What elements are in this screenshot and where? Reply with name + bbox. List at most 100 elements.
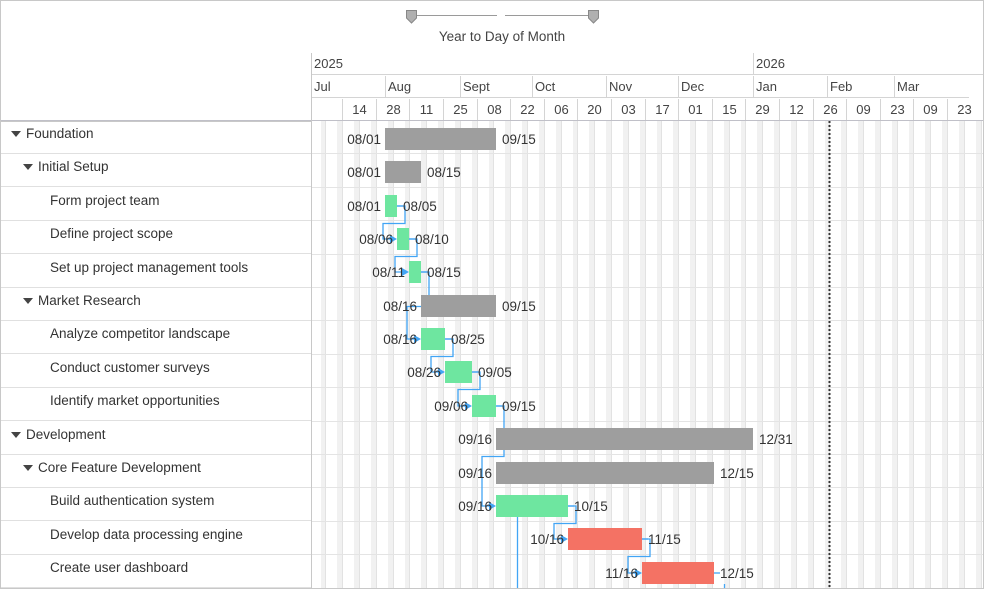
week-cell: 08: [477, 99, 511, 121]
task-name: Development: [26, 426, 106, 442]
list-divider[interactable]: [311, 53, 312, 588]
dependency-link[interactable]: [457, 371, 481, 407]
task-row[interactable]: Form project team: [1, 188, 311, 221]
task-row[interactable]: Identify market opportunities: [1, 388, 311, 422]
task-bar[interactable]: [409, 261, 421, 283]
header-divider: [1, 120, 983, 121]
task-name: Analyze competitor landscape: [50, 326, 231, 342]
week-cell: 23: [947, 99, 981, 121]
task-name: Create user dashboard: [50, 560, 189, 576]
bar-end-label: 08/15: [427, 265, 461, 280]
task-row[interactable]: Analyze competitor landscape: [1, 321, 311, 355]
bar-end-label: 09/15: [502, 299, 536, 314]
task-row[interactable]: Development: [1, 422, 311, 455]
task-row[interactable]: Foundation: [1, 121, 311, 154]
summary-bar[interactable]: [496, 428, 753, 450]
bar-start-label: 08/16: [383, 299, 417, 314]
dependency-link[interactable]: [394, 238, 418, 273]
week-cell: 11: [409, 99, 443, 121]
week-cell: 14: [342, 99, 376, 121]
bar-start-label: 08/01: [347, 132, 381, 147]
dependency-arrow-icon: [635, 569, 642, 577]
zoom-handle-end[interactable]: [588, 10, 599, 24]
dependency-link[interactable]: [430, 338, 454, 373]
task-bar[interactable]: [472, 395, 496, 417]
summary-bar[interactable]: [385, 161, 421, 183]
critical-task-bar[interactable]: [642, 562, 714, 584]
week-cell: 23: [880, 99, 914, 121]
zoom-label: Year to Day of Month: [438, 29, 566, 44]
bar-end-label: 09/15: [502, 399, 536, 414]
year-cell: 2026: [753, 53, 983, 75]
dependency-arrow-icon: [489, 502, 496, 510]
task-row[interactable]: Conduct customer surveys: [1, 355, 311, 388]
task-row[interactable]: Market Research: [1, 288, 311, 321]
task-row[interactable]: Develop data processing engine: [1, 522, 311, 555]
task-name: Foundation: [26, 126, 94, 141]
bar-start-label: 11/16: [605, 566, 638, 581]
month-cell: Oct: [532, 76, 606, 98]
task-name: Market Research: [38, 293, 141, 308]
dependency-link[interactable]: [481, 405, 505, 507]
collapse-caret-icon[interactable]: [23, 298, 33, 304]
week-cell: 03: [611, 99, 645, 121]
summary-bar[interactable]: [496, 462, 714, 484]
task-row[interactable]: Create user dashboard: [1, 555, 311, 588]
collapse-caret-icon[interactable]: [23, 465, 33, 471]
bar-start-label: 08/01: [347, 165, 381, 180]
bar-start-label: 08/16: [383, 332, 417, 347]
bar-start-label: 08/06: [359, 232, 393, 247]
task-row[interactable]: Define project scope: [1, 221, 311, 255]
collapse-caret-icon[interactable]: [11, 431, 21, 438]
bar-end-label: 08/05: [403, 199, 437, 214]
week-cell: 15: [712, 99, 746, 121]
task-bar[interactable]: [496, 495, 568, 517]
bar-end-label: 10/15: [574, 499, 608, 514]
week-cell: 29: [745, 99, 779, 121]
task-bar[interactable]: [385, 195, 397, 217]
task-row[interactable]: Core Feature Development: [1, 455, 311, 488]
task-bar[interactable]: [421, 328, 445, 350]
task-row[interactable]: Initial Setup: [1, 154, 311, 188]
task-bar[interactable]: [397, 228, 409, 250]
task-row[interactable]: Build authentication system: [1, 488, 311, 522]
collapse-caret-icon[interactable]: [23, 164, 33, 171]
bar-end-label: 12/15: [720, 566, 754, 581]
task-bar[interactable]: [445, 361, 472, 383]
critical-task-bar[interactable]: [568, 528, 642, 550]
bar-start-label: 09/06: [434, 399, 468, 414]
dependency-link[interactable]: [553, 505, 577, 540]
dependency-arrow-icon: [402, 268, 409, 276]
task-name: Initial Setup: [38, 159, 109, 175]
week-cell: 22: [510, 99, 544, 121]
bar-end-label: 08/25: [451, 332, 485, 347]
month-cell: Dec: [678, 76, 753, 98]
zoom-handle-start[interactable]: [406, 10, 417, 24]
bar-end-label: 09/05: [478, 365, 512, 380]
summary-bar[interactable]: [421, 295, 496, 317]
dependency-arrow-icon: [414, 335, 421, 343]
collapse-caret-icon[interactable]: [11, 131, 21, 137]
task-name: Form project team: [50, 192, 160, 208]
dependency-layer: [382, 205, 726, 588]
month-cell: Feb: [827, 76, 894, 98]
month-cell: Sept: [460, 76, 532, 98]
dependency-link[interactable]: [382, 205, 406, 240]
bar-end-label: 08/15: [427, 165, 461, 180]
task-row[interactable]: Set up project management tools: [1, 255, 311, 288]
task-name: Conduct customer surveys: [50, 359, 210, 375]
bar-start-label: 09/16: [458, 499, 492, 514]
bar-start-label: 08/01: [347, 199, 381, 214]
week-cell: 26: [813, 99, 847, 121]
dependency-arrow-icon: [561, 535, 568, 543]
zoom-slider[interactable]: Year to Day of Month: [311, 1, 983, 53]
summary-bar[interactable]: [385, 128, 496, 150]
bar-start-label: 10/16: [530, 532, 564, 547]
dependency-link[interactable]: [406, 271, 430, 340]
dependency-link[interactable]: [627, 538, 651, 574]
dependency-arrow-icon: [465, 402, 472, 410]
week-cell: 28: [376, 99, 410, 121]
task-name: Identify market opportunities: [50, 393, 220, 409]
bar-start-label: 09/16: [458, 432, 492, 447]
week-cell: 01: [678, 99, 712, 121]
